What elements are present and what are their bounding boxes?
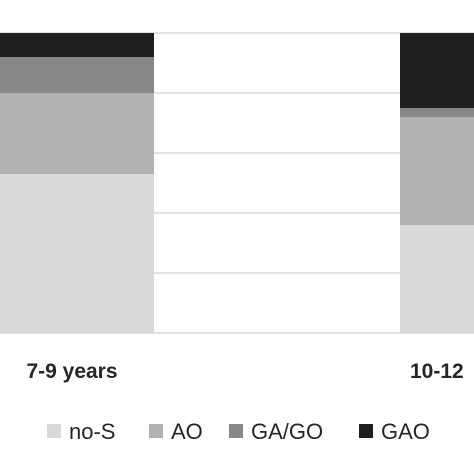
- x-axis: 7-9 years 10-12: [26, 360, 463, 383]
- legend-item-no-s: no-S: [47, 419, 115, 444]
- bar-segment-ga-go-7-9-years: [0, 57, 154, 93]
- bar-segment-gao-10-12: [400, 33, 474, 108]
- bar-segment-ao-7-9-years: [0, 93, 154, 174]
- legend-label-no-s: no-S: [69, 419, 115, 444]
- bars: [0, 33, 474, 333]
- legend-swatch-ga-go: [229, 424, 243, 438]
- legend-label-ga-go: GA/GO: [251, 419, 323, 444]
- bar-segment-gao-7-9-years: [0, 33, 154, 57]
- legend-item-gao: GAO: [359, 419, 430, 444]
- bar-segment-ga-go-10-12: [400, 108, 474, 117]
- bar-segment-no-s-7-9-years: [0, 174, 154, 333]
- legend-item-ao: AO: [149, 419, 203, 444]
- legend: no-S AO GA/GO GAO: [47, 419, 430, 444]
- legend-label-gao: GAO: [381, 419, 430, 444]
- category-label-1: 10-12: [410, 360, 464, 383]
- bar-segment-ao-10-12: [400, 117, 474, 225]
- legend-swatch-gao: [359, 424, 373, 438]
- legend-swatch-no-s: [47, 424, 61, 438]
- category-label-0: 7-9 years: [26, 360, 117, 383]
- legend-item-ga-go: GA/GO: [229, 419, 323, 444]
- bar-segment-no-s-10-12: [400, 225, 474, 333]
- plot-area: [0, 32, 474, 334]
- legend-label-ao: AO: [171, 419, 203, 444]
- legend-swatch-ao: [149, 424, 163, 438]
